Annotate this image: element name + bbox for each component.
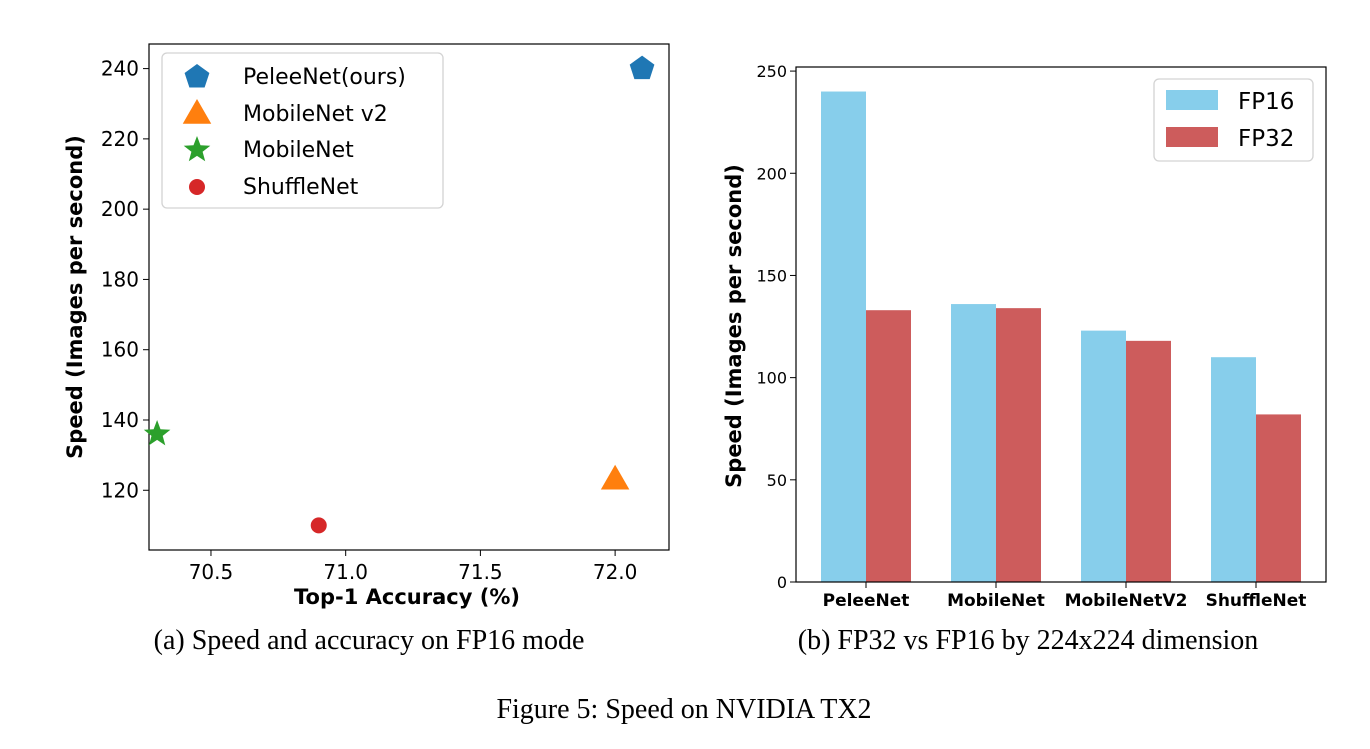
- bar-legend: FP16 FP32: [1153, 78, 1314, 162]
- legend-label-shufflenet: ShuffleNet: [243, 175, 359, 200]
- subfigure-caption-a: (a) Speed and accuracy on FP16 mode: [154, 625, 585, 656]
- scatter-y-tick-label: 120: [101, 478, 139, 502]
- bar-category-label: PeleeNet: [823, 591, 910, 611]
- legend-label-fp16: FP16: [1238, 89, 1294, 115]
- scatter-chart: 120 140 160 180 200 220 240 70.5 71.0 71.5 72.0 S…: [63, 43, 670, 609]
- scatter-point-mobilenet-v2: [600, 464, 630, 490]
- legend-swatch-fp16: [1166, 90, 1218, 110]
- scatter-y-tick-label: 240: [101, 57, 139, 81]
- bar-category-label: ShuffleNet: [1206, 591, 1307, 611]
- bar-category-label: MobileNet: [947, 591, 1045, 611]
- bar-y-tick-label: 250: [756, 62, 787, 81]
- bar-fp32-peleenet: [866, 310, 911, 582]
- bar-y-tick-label: 100: [756, 369, 787, 388]
- legend-label-mobilenet-v2: MobileNet v2: [243, 102, 388, 127]
- scatter-x-tick-label: 70.5: [189, 560, 234, 584]
- bar-fp16-shufflenet: [1211, 357, 1256, 582]
- scatter-legend: PeleeNet(ours) MobileNet v2 MobileNet Sh…: [161, 52, 444, 209]
- scatter-y-tick-label: 140: [101, 408, 139, 432]
- scatter-x-tick-label: 71.0: [323, 560, 368, 584]
- bar-y-tick-label: 200: [756, 164, 787, 183]
- legend-marker-peleenet: [184, 64, 210, 88]
- legend-label-mobilenet: MobileNet: [243, 138, 354, 163]
- bar-y-tick-label: 150: [756, 266, 787, 285]
- bar-category-labels: PeleeNet MobileNet MobileNetV2 ShuffleNet: [823, 582, 1307, 611]
- bar-y-axis-label: Speed (Images per second): [722, 164, 746, 488]
- scatter-x-axis-label: Top-1 Accuracy (%): [294, 585, 520, 609]
- bar-y-tick-label: 0: [777, 573, 787, 592]
- scatter-x-ticks: 70.5 71.0 71.5 72.0: [189, 550, 638, 584]
- scatter-plot-frame: [148, 43, 670, 551]
- bar-chart: 0 50 100 150 200 250 PeleeNet MobileNet MobileN…: [722, 62, 1327, 611]
- scatter-y-tick-label: 200: [101, 197, 139, 221]
- scatter-point-shufflenet: [310, 517, 327, 534]
- legend-label-peleenet: PeleeNet(ours): [243, 65, 406, 90]
- bar-fp16-mobilenet: [951, 304, 996, 582]
- scatter-y-axis-label: Speed (Images per second): [63, 135, 87, 459]
- scatter-point-mobilenet: [143, 420, 171, 446]
- scatter-y-ticks: 120 140 160 180 200 220 240: [101, 57, 149, 502]
- figure-caption: Figure 5: Speed on NVIDIA TX2: [496, 694, 871, 725]
- subfigure-caption-b: (b) FP32 vs FP16 by 224x224 dimension: [798, 625, 1259, 656]
- scatter-point-peleenet: [629, 55, 655, 80]
- legend-marker-mobilenet-v2: [182, 99, 212, 124]
- scatter-y-tick-label: 180: [101, 267, 139, 291]
- bar-fp16-peleenet: [821, 91, 866, 583]
- bar-y-ticks: 0 50 100 150 200 250: [756, 62, 796, 592]
- bar-rects: [821, 91, 1301, 583]
- bar-category-label: MobileNetV2: [1065, 591, 1188, 611]
- bar-fp32-mobilenetv2: [1126, 340, 1171, 582]
- legend-marker-mobilenet: [183, 136, 211, 162]
- scatter-x-tick-label: 71.5: [458, 560, 503, 584]
- bar-fp32-shufflenet: [1256, 414, 1301, 582]
- scatter-x-tick-label: 72.0: [593, 560, 638, 584]
- bar-plot-frame: [795, 66, 1327, 583]
- legend-swatch-fp32: [1166, 127, 1218, 147]
- scatter-legend-box: [161, 52, 444, 209]
- scatter-y-tick-label: 220: [101, 127, 139, 151]
- bar-y-tick-label: 50: [767, 471, 787, 490]
- legend-label-fp32: FP32: [1238, 126, 1294, 152]
- scatter-points: [143, 55, 655, 534]
- bar-fp32-mobilenet: [996, 308, 1041, 582]
- legend-marker-shufflenet: [189, 179, 205, 195]
- scatter-legend-markers: [182, 64, 212, 195]
- scatter-y-tick-label: 160: [101, 338, 139, 362]
- bar-fp16-mobilenetv2: [1081, 330, 1126, 582]
